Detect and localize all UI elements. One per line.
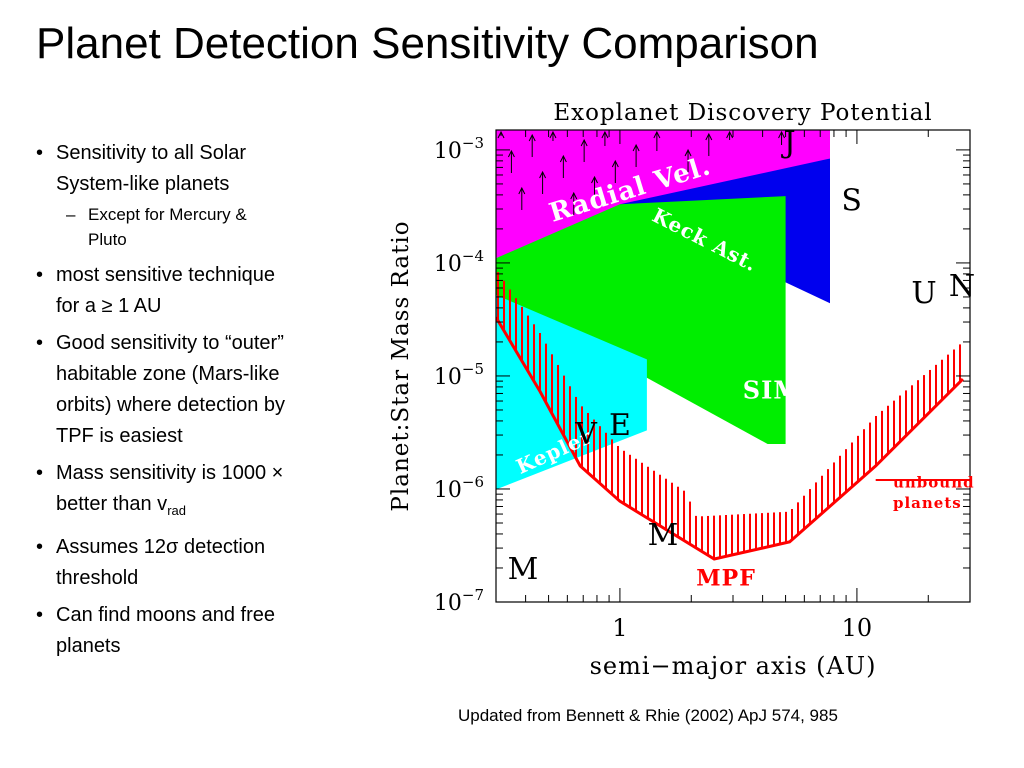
slide-title: Planet Detection Sensitivity Comparison (36, 19, 819, 68)
bullet-list: Sensitivity to all Solar System-like pla… (34, 138, 364, 668)
bullet-threshold: Assumes 12σ detection threshold (34, 532, 364, 594)
bullet-line: Mass sensitivity is 1000 × (56, 462, 284, 484)
mpf-boundary-line (496, 316, 964, 561)
planet-label-m: M (648, 518, 679, 553)
sub-bullet-exception: Except for Mercury & Pluto (34, 202, 364, 252)
planet-label-u: U (911, 276, 936, 311)
bullet-line: Good sensitivity to “outer” (56, 332, 284, 354)
rv-arrow-head (591, 175, 598, 184)
bullet-most-sensitive: most sensitive technique for a ≥ 1 AU (34, 260, 364, 322)
rv-arrow-head (611, 159, 619, 168)
x-tick-label: 10 (842, 614, 873, 642)
bullet-line: planets (56, 635, 121, 657)
bullet-habitable-zone: Good sensitivity to “outer” habitable zo… (34, 328, 364, 452)
planet-label-s: S (841, 184, 862, 219)
rv-arrow-head (705, 132, 713, 141)
rv-arrow-head (518, 186, 526, 195)
planet-label-j: J (781, 125, 796, 160)
y-tick-label: 10−5 (434, 360, 484, 390)
chart-svg: 1 10 10−3 10−4 10−5 10−6 10−7 Exoplanet Discove… (388, 100, 975, 680)
bullet-line: Except for Mercury & (88, 205, 247, 224)
planet-label-m: M (508, 552, 539, 587)
bullet-line: better than v (56, 493, 168, 515)
rv-arrow-head (539, 170, 547, 179)
y-tick-label: 10−3 (434, 134, 484, 164)
figure-caption: Updated from Bennett & Rhie (2002) ApJ 5… (458, 706, 838, 725)
rv-arrow-head (497, 130, 505, 139)
y-tick-label: 10−6 (434, 473, 484, 503)
subscript-rad: rad (167, 503, 186, 518)
y-tick-label: 10−7 (434, 586, 484, 616)
bullet-line: TPF is easiest (56, 425, 183, 447)
bullet-mass-sensitivity: Mass sensitivity is 1000 × better than v… (34, 458, 364, 526)
bullet-line: Pluto (88, 230, 127, 249)
bullet-line: for a ≥ 1 AU (56, 295, 162, 317)
bullet-line: Assumes 12σ detection (56, 536, 266, 558)
bullet-line: System-like planets (56, 173, 230, 195)
bullet-line: Can find moons and free (56, 604, 276, 626)
rv-arrow-head (549, 130, 557, 139)
rv-arrow-head (601, 130, 609, 139)
rv-arrow-head (726, 130, 734, 139)
unbound-label: unbound (893, 474, 975, 492)
x-axis-label: semi−major axis (AU) (590, 652, 877, 680)
sim-region (496, 196, 786, 444)
chart-title: Exoplanet Discovery Potential (553, 100, 932, 126)
plot-area (496, 130, 970, 561)
rv-arrow-head (559, 154, 567, 163)
planet-label-n: N (949, 269, 975, 304)
rv-arrow-head (507, 149, 515, 158)
planets-label: planets (893, 494, 962, 512)
planet-label-e: E (609, 408, 631, 443)
bullet-line: threshold (56, 567, 139, 589)
rv-arrow-head (528, 133, 536, 142)
bullet-line: orbits) where detection by (56, 394, 286, 416)
y-axis-label: Planet:Star Mass Ratio (388, 220, 414, 511)
rv-arrow-head (632, 143, 640, 152)
bullet-line: Sensitivity to all Solar (56, 142, 247, 164)
x-tick-label: 1 (612, 614, 627, 642)
y-tick-label: 10−4 (434, 247, 484, 277)
mpf-label: MPF (696, 566, 756, 592)
rv-arrow-head (570, 191, 578, 200)
bullet-line: most sensitive technique (56, 264, 276, 286)
bullet-line: habitable zone (Mars-like (56, 363, 280, 385)
rv-arrow-head (684, 148, 692, 157)
rv-arrow-head (778, 130, 785, 139)
planet-label-v: V (574, 417, 598, 452)
discovery-potential-chart: 1 10 10−3 10−4 10−5 10−6 10−7 Exoplanet Discove… (380, 90, 980, 690)
bullet-sensitivity: Sensitivity to all Solar System-like pla… (34, 138, 364, 200)
bullet-moons: Can find moons and free planets (34, 600, 364, 662)
rv-arrow-head (580, 138, 588, 147)
rv-arrow-head (653, 130, 661, 139)
sim-label: SIM (743, 376, 801, 405)
